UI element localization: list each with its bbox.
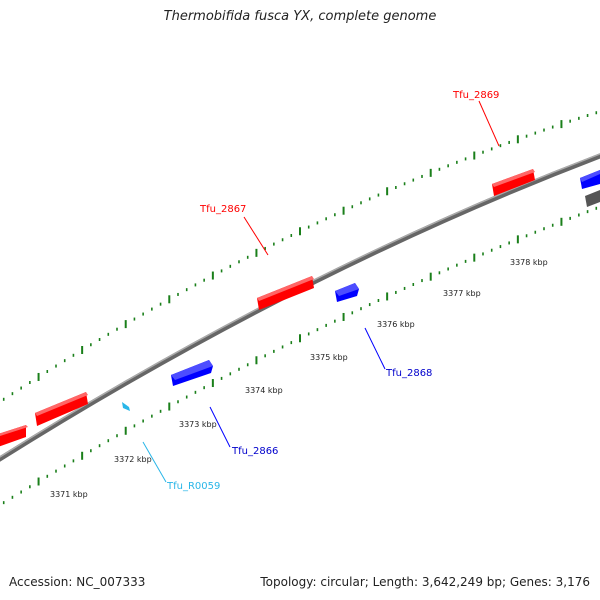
genome-summary-text: Topology: circular; Length: 3,642,249 bp… bbox=[260, 575, 590, 589]
inner-tick-track bbox=[2, 206, 598, 505]
accession-text: Accession: NC_007333 bbox=[9, 575, 146, 589]
scale-tick-label: 3374 kbp bbox=[245, 386, 283, 395]
scale-tick-label: 3371 kbp bbox=[50, 490, 88, 499]
gene-reverse-tfu-2866[interactable] bbox=[171, 360, 213, 386]
genome-backbone bbox=[0, 153, 600, 462]
label-leader-lines bbox=[142, 100, 500, 483]
outer-tick-track bbox=[2, 111, 598, 401]
gene-rna-tfu-r0059[interactable] bbox=[122, 402, 130, 411]
gene-reverse-tfu-2868[interactable] bbox=[335, 283, 359, 302]
scale-tick-label: 3373 kbp bbox=[179, 420, 217, 429]
gene-other[interactable] bbox=[585, 190, 600, 207]
scale-tick-label: 3372 kbp bbox=[114, 455, 152, 464]
gene-label-tfu-r0059[interactable]: Tfu_R0059 bbox=[166, 481, 220, 492]
scale-tick-label: 3378 kbp bbox=[510, 258, 548, 267]
map-title: Thermobifida fusca YX, complete genome bbox=[163, 9, 437, 24]
gene-label-tfu-2866[interactable]: Tfu_2866 bbox=[231, 446, 278, 457]
gene-forward-tfu-2869[interactable] bbox=[492, 169, 535, 196]
gene-forward-2[interactable] bbox=[35, 392, 88, 426]
gene-label-tfu-2868[interactable]: Tfu_2868 bbox=[385, 368, 432, 379]
scale-tick-label: 3376 kbp bbox=[377, 320, 415, 329]
gene-reverse-3[interactable] bbox=[580, 170, 600, 189]
scale-tick-label: 3375 kbp bbox=[310, 353, 348, 362]
gene-forward-tfu-2867[interactable] bbox=[257, 276, 314, 310]
scale-tick-label: 3377 kbp bbox=[443, 289, 481, 298]
gene-label-tfu-2869[interactable]: Tfu_2869 bbox=[452, 90, 499, 101]
gene-label-tfu-2867[interactable]: Tfu_2867 bbox=[199, 204, 246, 215]
gene-forward-1[interactable] bbox=[0, 425, 28, 448]
